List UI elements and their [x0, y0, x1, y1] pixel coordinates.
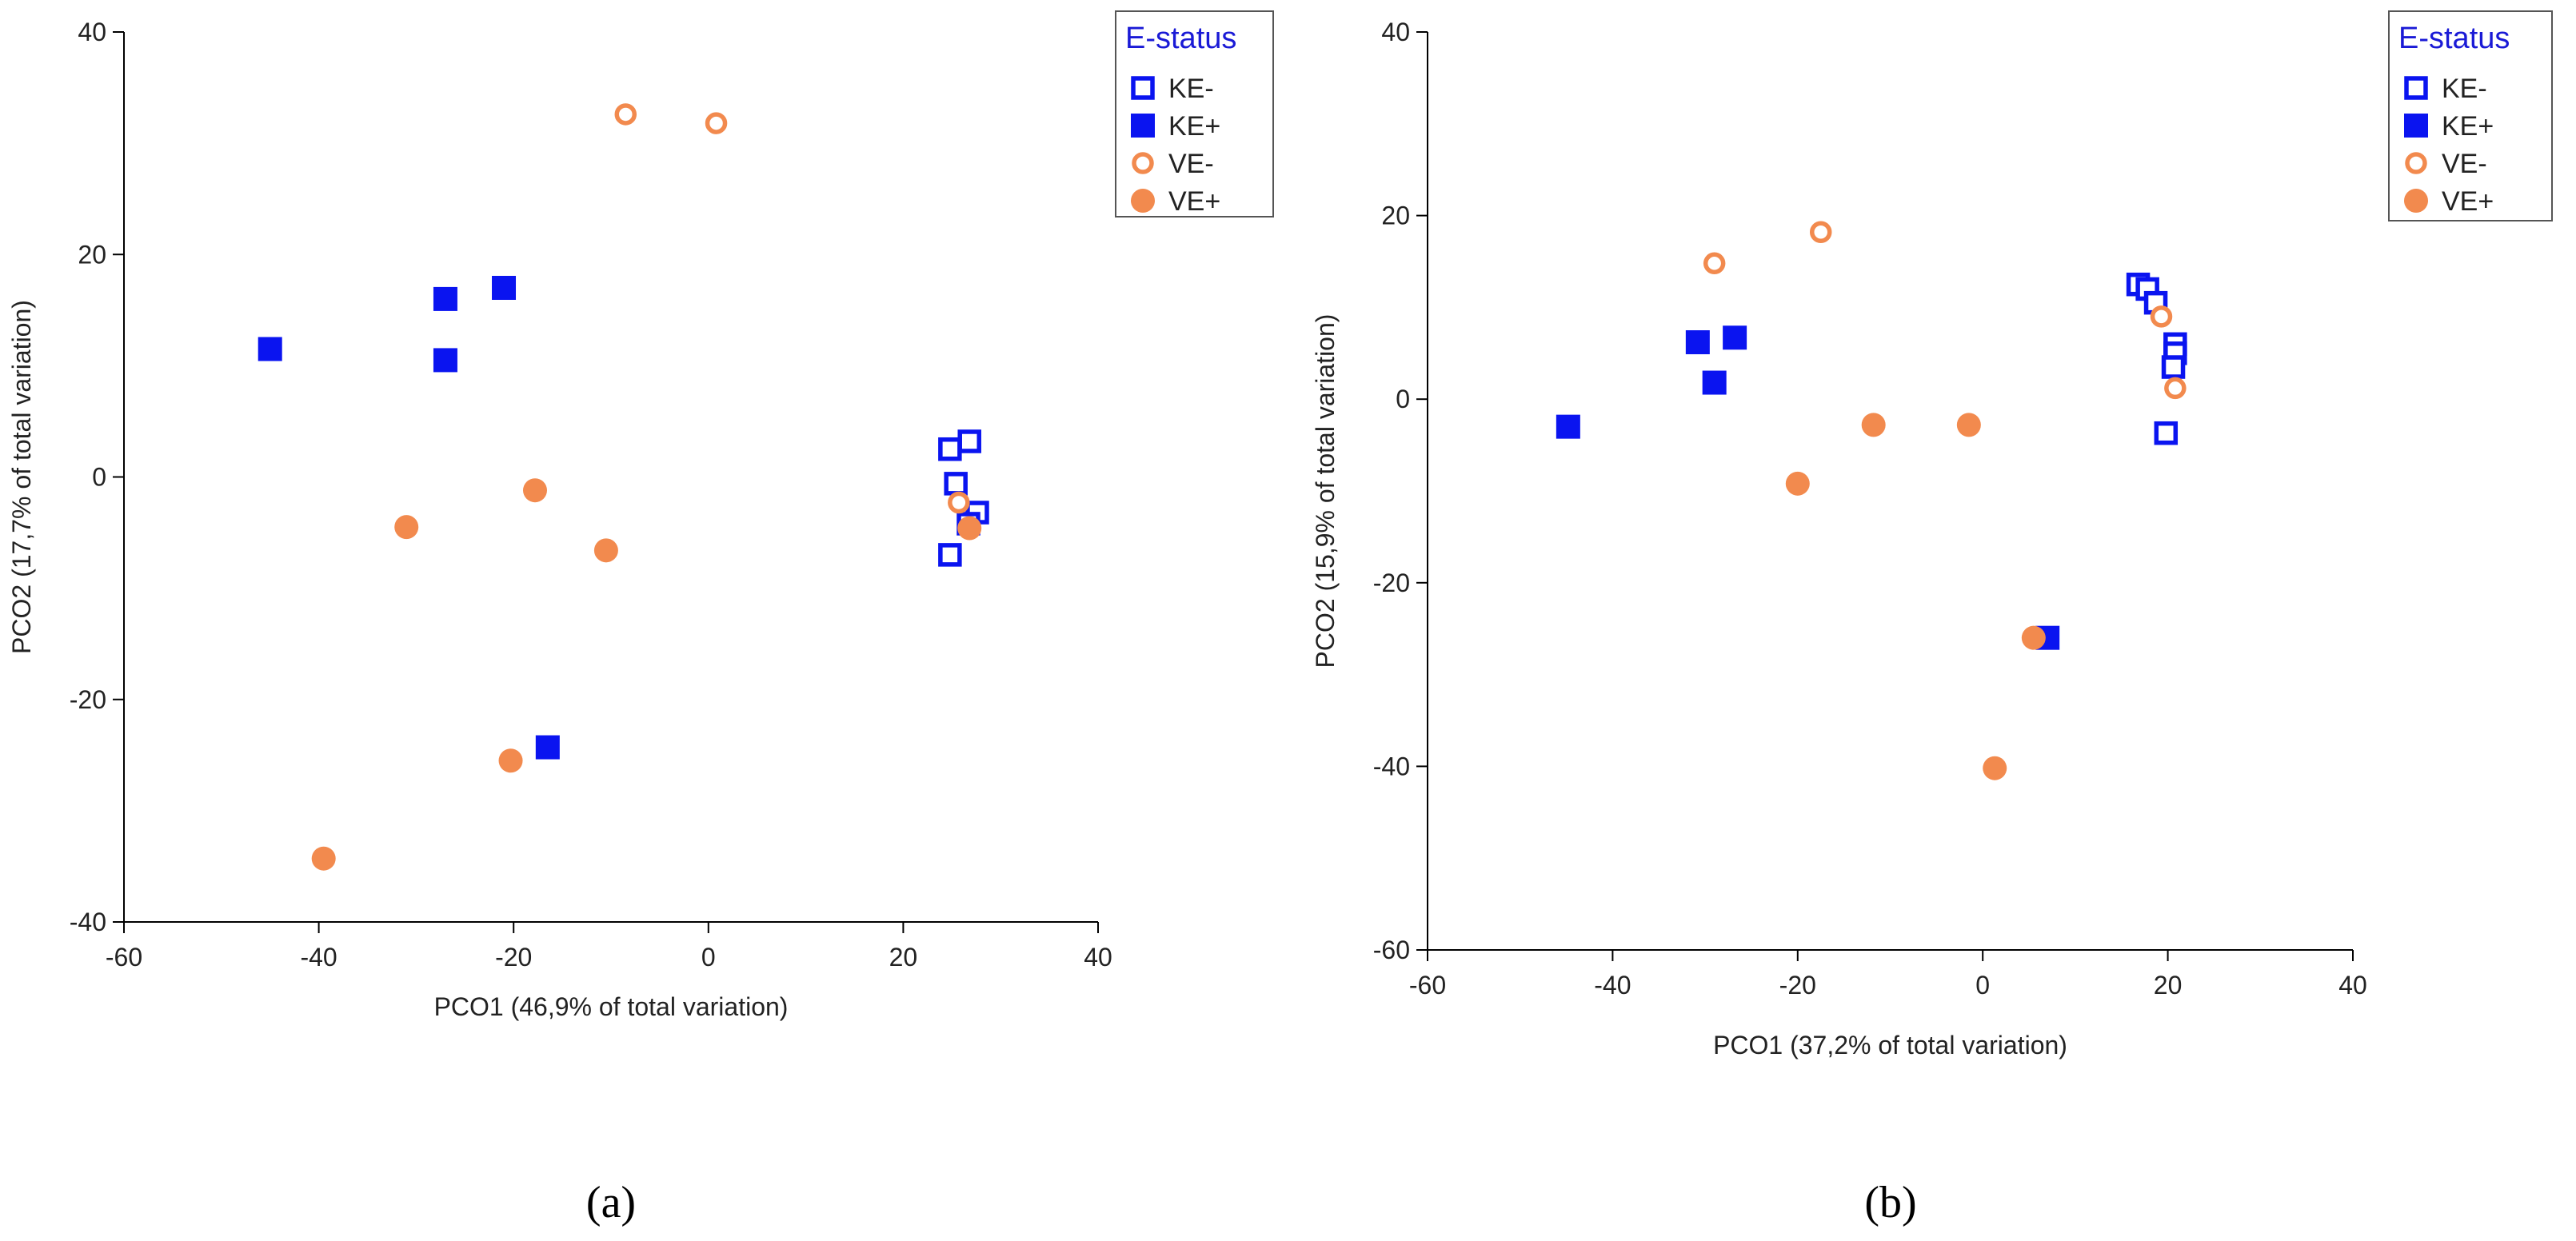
- y-axis-label: PCO2 (17,7% of total variation): [7, 300, 36, 654]
- point-veplus: [1983, 756, 2007, 780]
- x-tick-label: 0: [1975, 971, 1990, 1000]
- panel-caption: (a): [586, 1178, 636, 1227]
- y-tick-label: 20: [78, 240, 106, 269]
- y-tick-label: -40: [70, 908, 106, 936]
- point-veplus: [311, 846, 336, 871]
- y-tick-label: -20: [70, 685, 106, 714]
- point-keminus: [957, 429, 981, 453]
- legend-marker-veplus: [2404, 189, 2428, 213]
- legend-label: KE-: [2442, 74, 2487, 104]
- point-keminus: [2135, 277, 2159, 301]
- point-veplus: [1861, 413, 1886, 437]
- x-tick-label: 0: [701, 943, 716, 972]
- x-axis-label: PCO1 (46,9% of total variation): [434, 992, 789, 1021]
- legend-label: VE+: [1168, 186, 1220, 217]
- point-veminus: [705, 112, 728, 134]
- point-veplus: [1785, 471, 1810, 496]
- point-veplus: [498, 748, 523, 773]
- x-tick-label: -20: [1779, 971, 1816, 1000]
- point-veminus: [2150, 305, 2173, 328]
- y-tick-label: 0: [92, 463, 106, 492]
- legend-title: E-status: [1125, 22, 1236, 55]
- legend-marker-veminus: [1132, 152, 1154, 174]
- point-veminus: [1703, 252, 1726, 275]
- legend-marker-keplus: [2404, 114, 2428, 138]
- y-tick-label: 0: [1396, 385, 1410, 413]
- y-tick-label: 40: [78, 18, 106, 46]
- point-veplus: [957, 516, 982, 541]
- panel-b: -60 -40 -20 0 20 40 -60 -40 -20 0 20 40 PCO1 (37,2% …: [1311, 10, 2553, 1227]
- y-tick-label: 20: [1381, 202, 1410, 230]
- legend-title: E-status: [2398, 22, 2510, 55]
- point-veminus: [948, 491, 970, 514]
- point-keminus: [944, 472, 968, 496]
- legend-label: KE+: [1168, 111, 1220, 142]
- point-keminus: [2154, 421, 2179, 445]
- x-tick-label: -60: [1409, 971, 1446, 1000]
- x-tick-label: -40: [300, 943, 337, 972]
- y-tick-label: -60: [1373, 936, 1410, 964]
- point-keplus: [433, 348, 457, 373]
- x-tick-label: -60: [106, 943, 142, 972]
- point-keminus: [938, 543, 962, 567]
- x-axis-label: PCO1 (37,2% of total variation): [1713, 1031, 2067, 1059]
- legend-label: VE-: [1168, 149, 1214, 179]
- x-tick-label: 20: [2154, 971, 2183, 1000]
- legend-label: VE-: [2442, 149, 2487, 179]
- legend-marker-keplus: [1131, 114, 1155, 138]
- y-tick-label: -20: [1373, 569, 1410, 597]
- legend-label: KE+: [2442, 111, 2494, 142]
- point-veminus: [2164, 377, 2187, 400]
- legend-label: KE-: [1168, 74, 1214, 104]
- point-keminus: [938, 437, 962, 461]
- point-keplus: [1702, 370, 1727, 395]
- y-tick-label: 40: [1381, 18, 1410, 46]
- x-tick-label: 40: [2338, 971, 2367, 1000]
- point-keplus: [1685, 330, 1710, 355]
- point-keplus: [535, 735, 560, 760]
- x-tick-label: 20: [889, 943, 918, 972]
- point-veplus: [394, 515, 419, 540]
- legend-marker-keminus: [1131, 76, 1155, 100]
- point-veminus: [1809, 221, 1832, 244]
- point-veplus: [593, 538, 618, 563]
- y-tick-label: -40: [1373, 752, 1410, 780]
- legend-marker-keminus: [2404, 76, 2428, 100]
- point-veplus: [522, 478, 547, 503]
- point-veplus: [1956, 413, 1981, 437]
- point-keplus: [1723, 325, 1747, 350]
- legend-marker-veplus: [1131, 189, 1155, 213]
- point-keplus: [433, 286, 457, 311]
- point-veminus: [614, 103, 637, 126]
- panel-caption: (b): [1864, 1178, 1916, 1227]
- point-keplus: [258, 337, 282, 361]
- point-keminus: [2161, 355, 2186, 379]
- point-keplus: [492, 275, 517, 300]
- point-keplus: [1556, 414, 1580, 439]
- legend-marker-veminus: [2405, 152, 2427, 174]
- x-tick-label: -20: [495, 943, 532, 972]
- y-axis-label: PCO2 (15,9% of total variation): [1311, 314, 1340, 668]
- x-tick-label: -40: [1594, 971, 1631, 1000]
- x-tick-label: 40: [1084, 943, 1112, 972]
- legend-label: VE+: [2442, 186, 2494, 217]
- point-veplus: [2021, 625, 2046, 650]
